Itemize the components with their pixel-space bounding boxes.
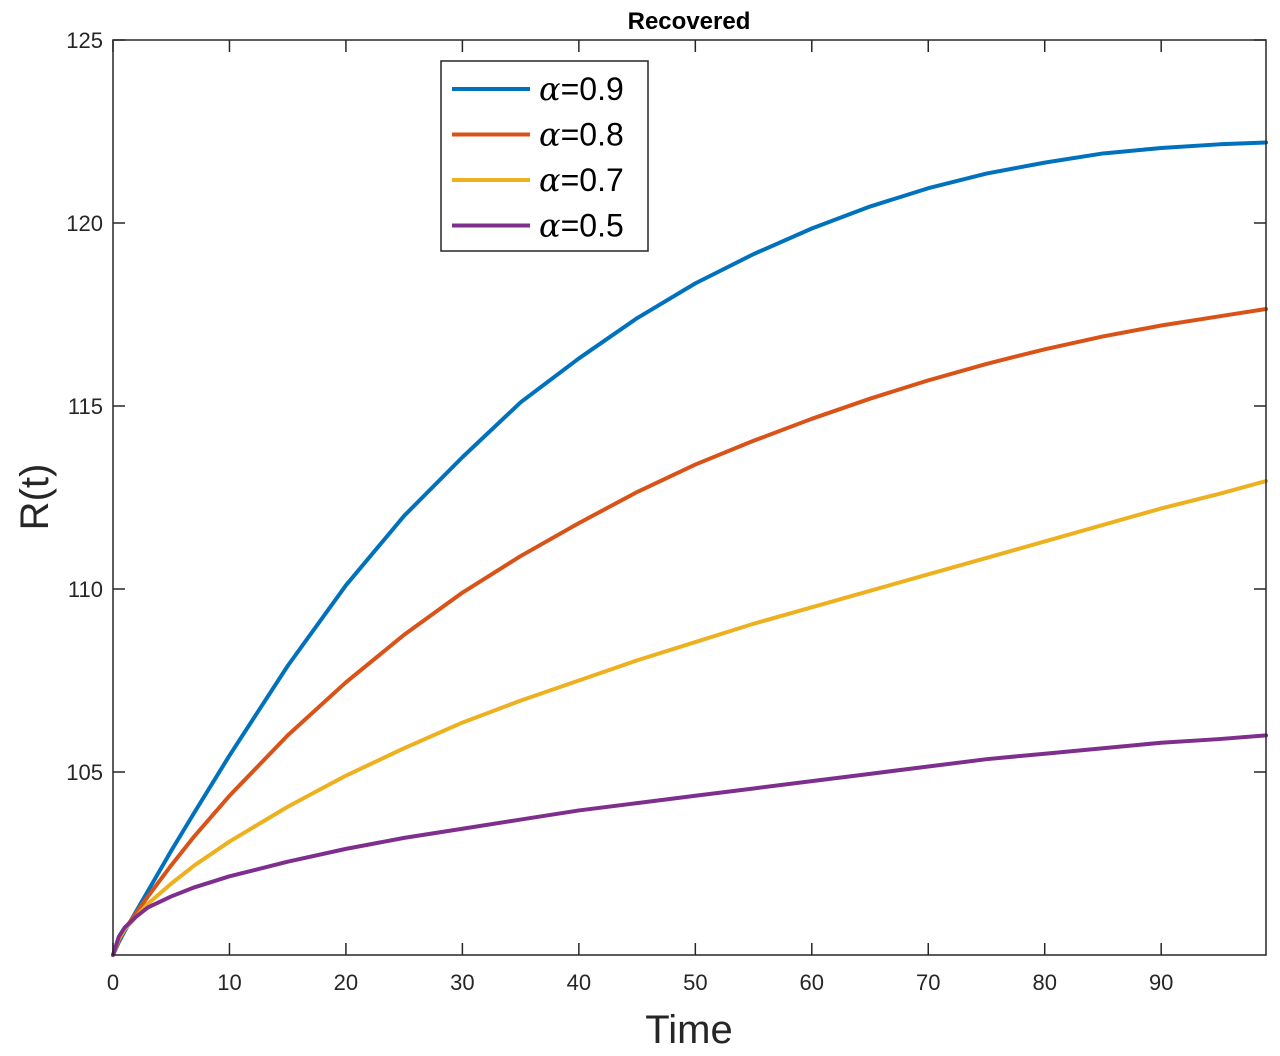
legend-alpha-symbol: α [539,161,561,199]
x-tick-label: 70 [916,970,940,995]
x-tick-label: 20 [334,970,358,995]
chart-title: Recovered [628,8,751,35]
x-tick-label: 90 [1149,970,1173,995]
x-tick-label: 60 [800,970,824,995]
y-axis-label: R(t) [13,464,57,531]
ticks-layer: 0 10 20 30 40 50 60 70 80 90 105 110 115 120 125 [66,28,1266,995]
legend-alpha-value: =0.5 [561,208,624,244]
legend-entry: α=0.5 [539,207,624,245]
legend-entry: α=0.8 [539,116,624,154]
legend-alpha-value: =0.7 [561,162,624,198]
series-line [111,733,1268,957]
x-tick-label: 40 [567,970,591,995]
x-tick-label: 0 [107,970,119,995]
legend-box [440,60,649,252]
y-tick-label: 125 [66,28,103,53]
y-tick-label: 115 [68,394,103,419]
plot-area [113,40,1266,955]
legend-alpha-value: =0.8 [561,117,624,153]
y-tick-label: 105 [66,760,103,785]
series-layer [111,140,1268,957]
legend-alpha-symbol: α [539,207,561,245]
series-line [111,307,1268,957]
x-tick-label: 50 [683,970,707,995]
legend[interactable]: α=0.9α=0.8α=0.7α=0.5 [440,60,649,252]
series-line [111,140,1268,957]
series-line [111,479,1268,957]
x-tick-label: 10 [217,970,241,995]
x-axis-label: Time [645,1008,732,1052]
x-tick-label: 30 [450,970,474,995]
plot-frame [112,39,1267,956]
legend-alpha-value: =0.9 [561,71,624,107]
legend-entry: α=0.9 [539,70,624,108]
legend-items: α=0.9α=0.8α=0.7α=0.5 [452,70,624,245]
x-tick-label: 80 [1032,970,1056,995]
legend-entry: α=0.7 [539,161,624,199]
legend-alpha-symbol: α [539,116,561,154]
legend-alpha-symbol: α [539,70,561,108]
y-tick-label: 110 [68,577,103,602]
y-tick-label: 120 [66,211,103,236]
